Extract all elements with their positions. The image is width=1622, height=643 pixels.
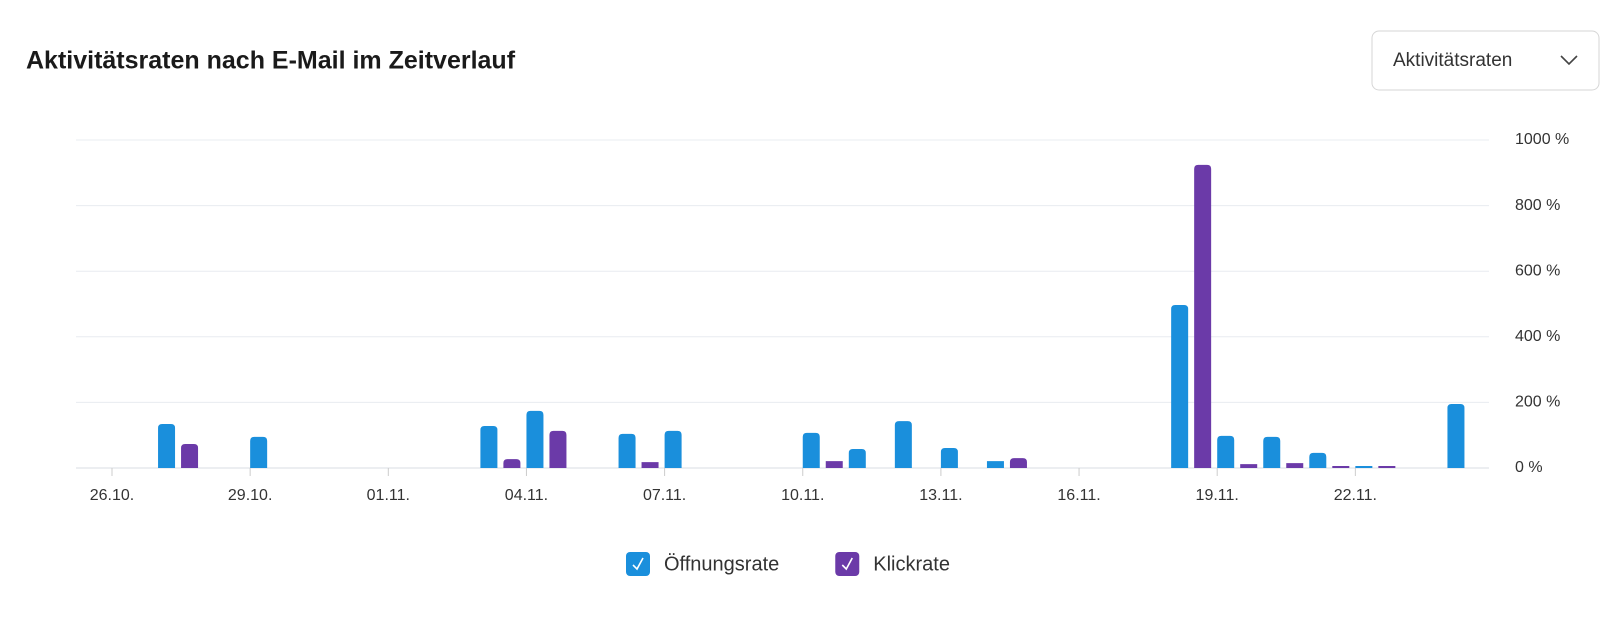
y-tick-label: 600 % — [1515, 262, 1560, 279]
x-tick-label: 01.11. — [367, 487, 410, 504]
bar — [158, 424, 176, 468]
bar — [526, 410, 544, 468]
legend-checkbox[interactable] — [835, 552, 860, 576]
bar — [802, 432, 820, 468]
bar — [1009, 458, 1027, 468]
bar — [549, 430, 567, 468]
bar — [1240, 464, 1258, 468]
x-tick-label: 29.10. — [228, 487, 272, 504]
x-tick-label: 10.11. — [781, 487, 824, 504]
y-tick-label: 400 % — [1515, 328, 1560, 345]
bar — [641, 462, 659, 468]
x-tick-label: 04.11. — [505, 487, 548, 504]
bar — [1378, 466, 1396, 468]
bar — [1355, 466, 1373, 468]
x-tick-label: 22.11. — [1334, 487, 1377, 504]
legend-label[interactable]: Öffnungsrate — [664, 553, 779, 575]
bar — [1263, 436, 1281, 468]
bar — [618, 433, 636, 468]
x-tick-label: 26.10. — [90, 487, 134, 504]
bar — [940, 447, 958, 468]
legend-checkbox[interactable] — [626, 552, 650, 576]
bar — [1309, 452, 1327, 468]
bar — [503, 459, 521, 468]
y-tick-label: 200 % — [1515, 394, 1560, 411]
bar — [664, 430, 682, 468]
dropdown[interactable]: Aktivitätsraten — [1371, 30, 1600, 91]
x-tick-label: 16.11. — [1057, 487, 1100, 504]
bar — [1217, 435, 1235, 468]
legend-check[interactable] — [841, 557, 853, 571]
bar — [986, 461, 1004, 468]
bar — [480, 426, 498, 468]
y-tick-label: 800 % — [1515, 197, 1560, 214]
chart-title: Aktivitätsraten nach E-Mail im Zeitverla… — [26, 47, 516, 75]
dropdown-chevron[interactable] — [1560, 55, 1578, 66]
bar — [1286, 463, 1304, 468]
bar — [848, 448, 866, 468]
bar — [1194, 164, 1212, 469]
y-tick-label: 0 % — [1515, 459, 1543, 476]
x-tick-label: 07.11. — [643, 487, 686, 504]
bar — [250, 436, 268, 468]
bar — [181, 444, 199, 468]
y-tick-label: 1000 % — [1515, 131, 1569, 148]
bar — [1332, 466, 1350, 468]
bar — [894, 421, 912, 468]
dropdown-label[interactable]: Aktivitätsraten — [1393, 50, 1512, 71]
legend-check[interactable] — [632, 557, 644, 571]
bar — [1171, 304, 1189, 468]
legend-label[interactable]: Klickrate — [873, 553, 950, 575]
bar — [825, 461, 843, 468]
dropdown-box[interactable] — [1371, 30, 1600, 91]
bar — [1447, 404, 1465, 468]
x-tick-label: 13.11. — [919, 487, 962, 504]
x-tick-label: 19.11. — [1196, 487, 1239, 504]
